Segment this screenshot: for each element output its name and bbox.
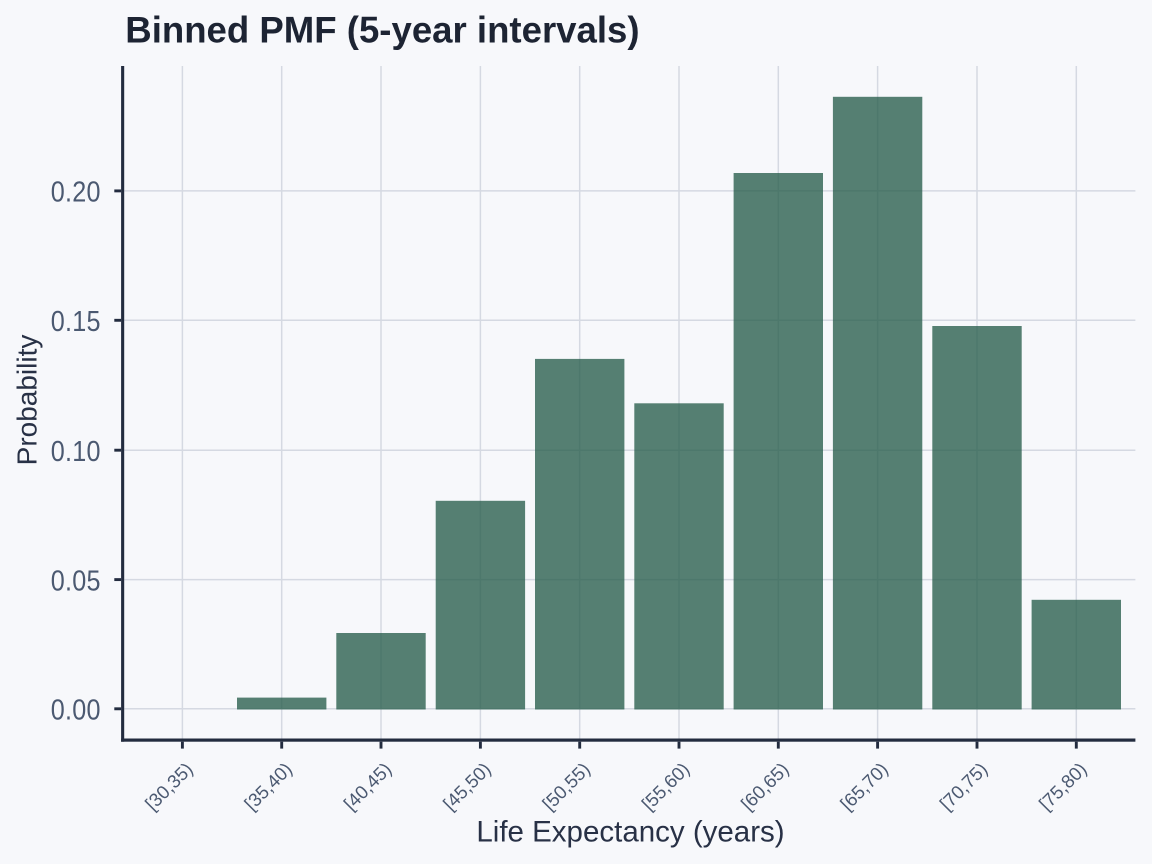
- svg-text:0.20: 0.20: [51, 176, 101, 208]
- svg-text:0.10: 0.10: [51, 435, 101, 467]
- svg-text:0.15: 0.15: [51, 306, 101, 338]
- svg-text:Binned PMF (5-year intervals): Binned PMF (5-year intervals): [125, 10, 639, 51]
- svg-text:Probability: Probability: [12, 335, 43, 466]
- svg-text:Life Expectancy (years): Life Expectancy (years): [476, 816, 784, 849]
- svg-text:0.00: 0.00: [51, 694, 101, 726]
- svg-text:0.05: 0.05: [51, 565, 101, 597]
